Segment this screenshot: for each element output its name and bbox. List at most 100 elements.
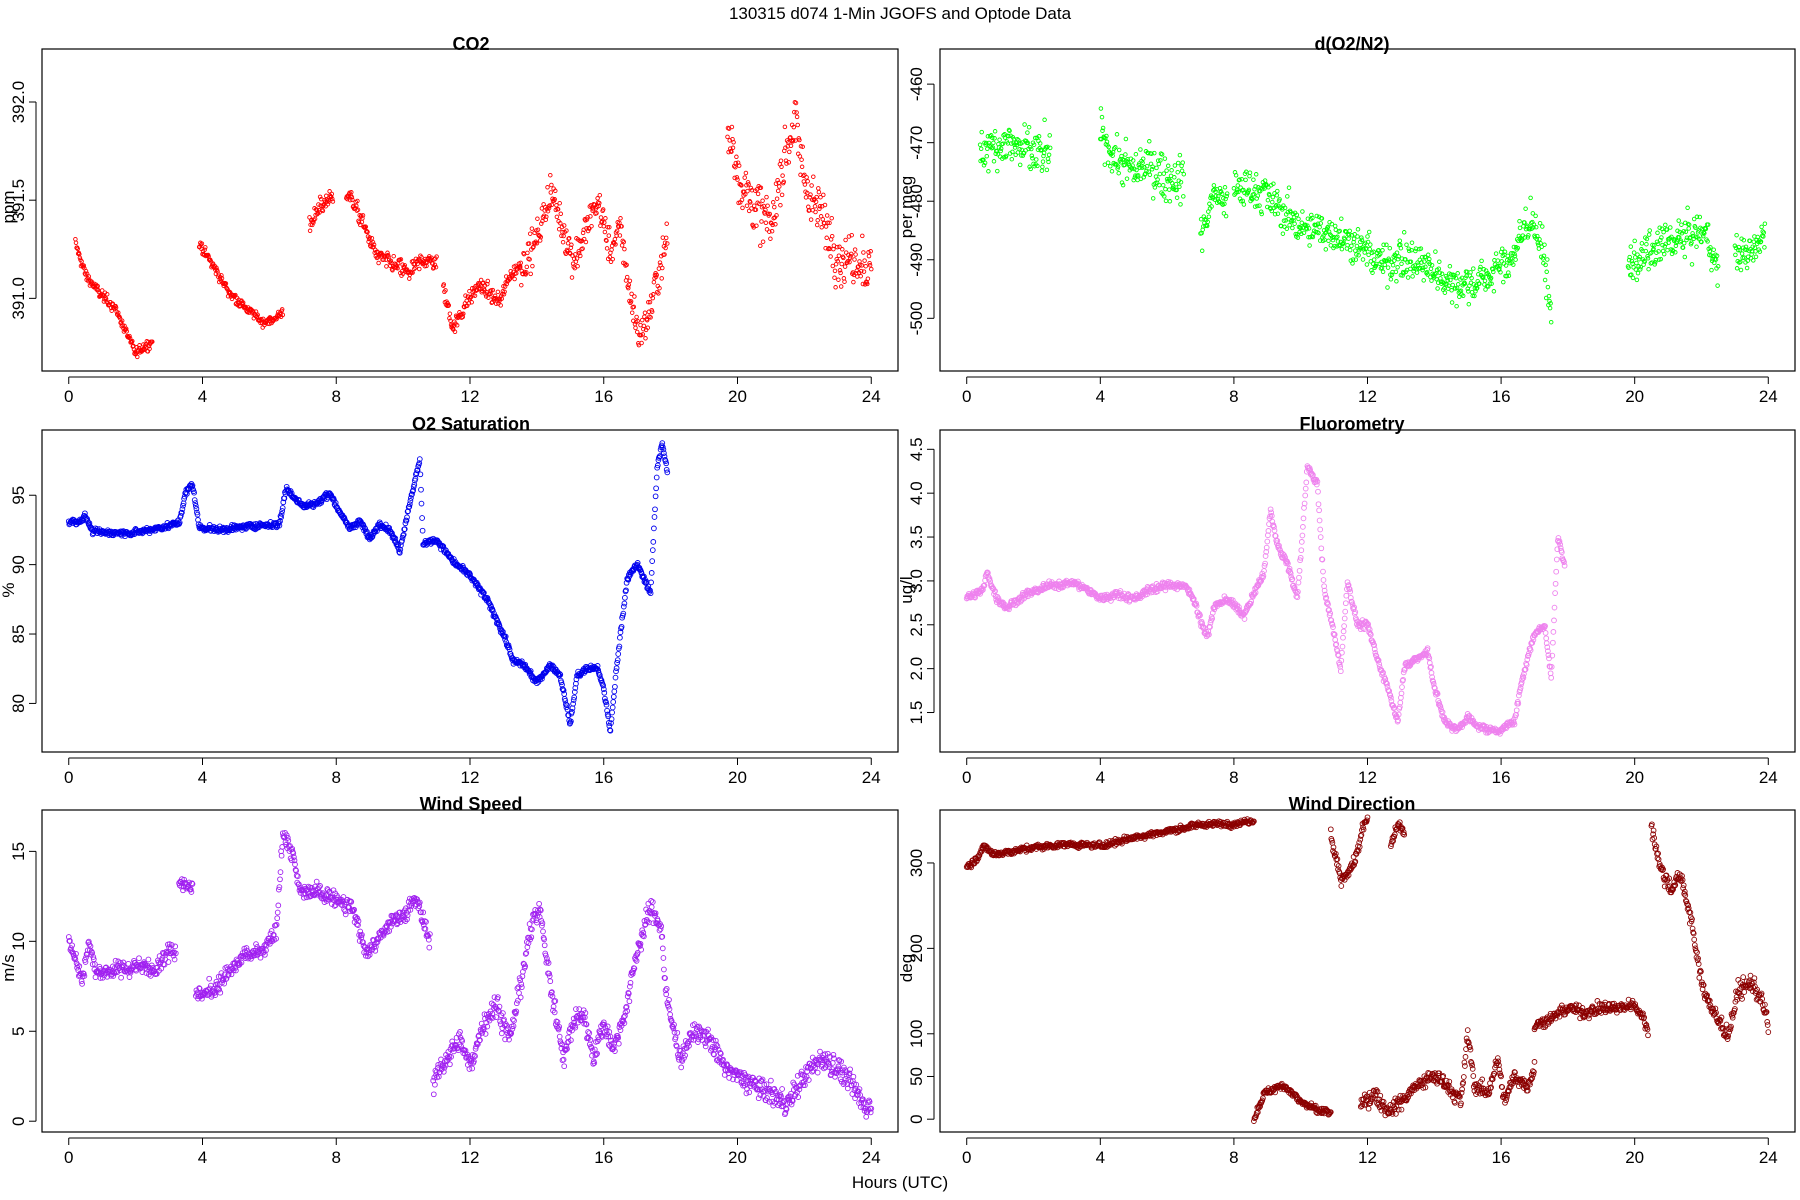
co2-point [410, 270, 415, 275]
co2-point [663, 235, 669, 241]
o2-n2-point [1533, 213, 1538, 219]
wind-speed-point [273, 921, 280, 928]
o2-n2-point [1349, 243, 1354, 249]
co2-point [564, 228, 569, 233]
o2-n2-point [1445, 286, 1451, 291]
o2-saturation-point [416, 460, 423, 466]
o2-saturation-point [419, 515, 425, 521]
fluorometry-point [1265, 528, 1272, 534]
o2-n2-point [1207, 201, 1212, 207]
fluorometry-point [1114, 589, 1120, 596]
co2-point [808, 217, 814, 222]
fluorometry-point [1335, 652, 1342, 659]
co2-point [815, 218, 820, 223]
co2-point [782, 124, 788, 130]
co2-point [512, 276, 517, 282]
co2-point [214, 265, 219, 270]
o2-n2-point [1753, 254, 1759, 260]
o2-n2-point [1130, 163, 1135, 168]
o2-saturation-point [651, 514, 658, 520]
o2-n2-point [986, 169, 991, 174]
co2-point [461, 311, 466, 316]
o2-n2-panel: d(O2/N2) per meg 0 4 8 12 16 20 24-500-490-480… [897, 34, 1796, 406]
fluorometry-point [1520, 674, 1527, 681]
o2-n2-point [1382, 262, 1388, 268]
co2-point [729, 124, 735, 130]
o2-n2-point [1694, 214, 1700, 220]
fluorometry-point [1400, 669, 1407, 676]
o2-n2-point [1548, 301, 1553, 306]
o2-n2-point [1253, 172, 1259, 177]
fluorometry-point [1557, 541, 1563, 548]
o2-n2-point [1169, 168, 1174, 173]
o2-n2-point [1031, 142, 1037, 147]
o2-n2-point [1466, 301, 1472, 307]
co2-point [394, 263, 400, 269]
o2-saturation-point [400, 532, 406, 539]
co2-point [614, 228, 620, 234]
wind-speed-point [90, 954, 97, 960]
o2-n2-point [1504, 273, 1509, 279]
fluorometry-point [1551, 604, 1558, 611]
co2-point [535, 227, 541, 232]
o2-n2-point [1523, 206, 1528, 211]
o2-n2-point [1158, 158, 1163, 163]
co2-point [547, 203, 552, 208]
co2-point [395, 266, 400, 271]
o2-n2-point [1633, 267, 1639, 272]
o2-n2-point [1645, 256, 1651, 261]
co2-point [441, 282, 447, 287]
co2-point [279, 307, 285, 312]
co2-point [730, 145, 736, 151]
co2-point [557, 200, 562, 206]
co2-point [576, 250, 582, 256]
o2-n2-point [1450, 282, 1455, 288]
o2-n2-point [1381, 242, 1386, 248]
fluorometry-point [1265, 532, 1271, 539]
o2-n2-point [1531, 222, 1537, 227]
o2-saturation-point [600, 682, 607, 689]
o2-saturation-point [569, 709, 575, 715]
co2-point [624, 262, 629, 268]
o2-n2-point [1404, 242, 1409, 247]
co2-point [781, 179, 787, 185]
co2-point [485, 278, 491, 284]
o2-n2-point [1213, 193, 1219, 199]
o2-n2-point [1350, 261, 1355, 266]
o2-n2-point [1406, 248, 1412, 254]
o2-n2-point [1221, 211, 1227, 216]
o2-n2-point [1526, 233, 1531, 238]
fluorometry-point [995, 595, 1002, 602]
co2-point [430, 261, 435, 266]
fluorometry-point [1289, 576, 1296, 582]
o2-n2-point [1259, 211, 1264, 217]
co2-point [838, 284, 844, 289]
co2-point [829, 215, 834, 221]
co2-point [427, 254, 432, 259]
fluorometry-point [1137, 595, 1144, 602]
o2-n2-point [1160, 182, 1166, 188]
o2-n2-point [1152, 150, 1157, 156]
co2-point [832, 275, 837, 280]
co2-point [501, 284, 506, 289]
o2-n2-point [1469, 275, 1474, 281]
co2-point [524, 264, 530, 270]
co2-point [825, 220, 831, 226]
co2-point [739, 197, 745, 203]
fluorometry-point [1268, 513, 1275, 519]
o2-n2-point [1715, 264, 1721, 269]
co2-point [620, 238, 625, 244]
co2-point [545, 185, 550, 190]
o2-n2-point [1664, 227, 1670, 232]
o2-n2-point [1257, 203, 1262, 208]
o2-n2-point [1679, 222, 1684, 227]
o2-n2-x-tick-label: 12 [1358, 387, 1377, 406]
co2-point [311, 217, 317, 223]
o2-n2-point [1683, 229, 1689, 235]
co2-point [745, 188, 750, 194]
o2-n2-point [1634, 277, 1640, 283]
o2-n2-point [1644, 241, 1649, 247]
fluorometry-point [1370, 639, 1376, 646]
o2-saturation-point [411, 481, 418, 488]
co2-point [636, 342, 642, 348]
